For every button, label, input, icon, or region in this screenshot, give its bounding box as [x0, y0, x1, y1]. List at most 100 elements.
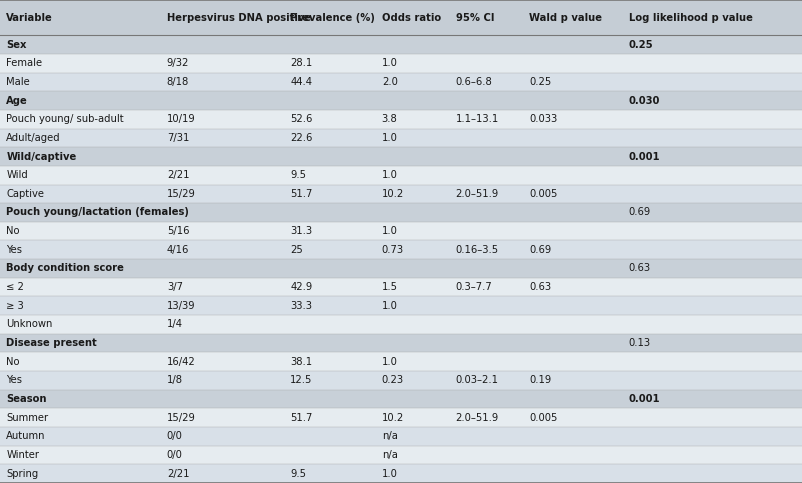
Bar — [0, 128, 802, 147]
Text: 2/21: 2/21 — [167, 469, 189, 479]
Text: 0.6–6.8: 0.6–6.8 — [456, 77, 492, 87]
Text: 1.0: 1.0 — [382, 301, 398, 311]
Bar — [0, 427, 802, 446]
Text: Season: Season — [6, 394, 47, 404]
Text: Spring: Spring — [6, 469, 38, 479]
Bar — [0, 278, 802, 297]
Bar — [0, 297, 802, 315]
Text: 16/42: 16/42 — [167, 357, 196, 367]
Bar — [0, 166, 802, 185]
Text: Pouch young/lactation (females): Pouch young/lactation (females) — [6, 208, 189, 217]
Text: 22.6: 22.6 — [290, 133, 313, 143]
Bar — [0, 446, 802, 464]
Text: 42.9: 42.9 — [290, 282, 313, 292]
Text: 0.005: 0.005 — [529, 412, 557, 423]
Text: Pouch young/ sub-adult: Pouch young/ sub-adult — [6, 114, 124, 124]
Text: 9/32: 9/32 — [167, 58, 189, 68]
Text: Disease present: Disease present — [6, 338, 97, 348]
Text: 0.23: 0.23 — [382, 375, 404, 385]
Text: Wild/captive: Wild/captive — [6, 152, 77, 161]
Bar — [0, 222, 802, 241]
Bar — [0, 35, 802, 54]
Text: 1.0: 1.0 — [382, 357, 398, 367]
Text: 2.0–51.9: 2.0–51.9 — [456, 412, 499, 423]
Text: 38.1: 38.1 — [290, 357, 313, 367]
Text: Winter: Winter — [6, 450, 39, 460]
Text: 0.030: 0.030 — [629, 96, 660, 106]
Text: 8/18: 8/18 — [167, 77, 189, 87]
Bar — [0, 371, 802, 390]
Text: 0.001: 0.001 — [629, 394, 660, 404]
Text: ≥ 3: ≥ 3 — [6, 301, 24, 311]
Text: 1.0: 1.0 — [382, 469, 398, 479]
Text: 0.25: 0.25 — [629, 40, 654, 50]
Bar — [0, 54, 802, 72]
Text: 0.63: 0.63 — [529, 282, 552, 292]
Text: 2/21: 2/21 — [167, 170, 189, 180]
Text: 1/4: 1/4 — [167, 319, 183, 329]
Text: n/a: n/a — [382, 431, 398, 441]
Text: 1.5: 1.5 — [382, 282, 398, 292]
Text: Wild: Wild — [6, 170, 28, 180]
Text: 0/0: 0/0 — [167, 431, 183, 441]
Bar — [0, 334, 802, 353]
Text: 0.69: 0.69 — [529, 245, 552, 255]
Text: Wald p value: Wald p value — [529, 13, 602, 23]
Text: 51.7: 51.7 — [290, 189, 313, 199]
Text: 0.73: 0.73 — [382, 245, 404, 255]
Bar — [0, 315, 802, 334]
Text: 33.3: 33.3 — [290, 301, 312, 311]
Text: 10.2: 10.2 — [382, 189, 404, 199]
Bar — [0, 185, 802, 203]
Text: Odds ratio: Odds ratio — [382, 13, 441, 23]
Text: 0.16–3.5: 0.16–3.5 — [456, 245, 499, 255]
Bar — [0, 0, 802, 35]
Text: 52.6: 52.6 — [290, 114, 313, 124]
Text: 0.13: 0.13 — [629, 338, 651, 348]
Bar — [0, 203, 802, 222]
Bar — [0, 390, 802, 408]
Text: 4/16: 4/16 — [167, 245, 189, 255]
Text: 1.0: 1.0 — [382, 170, 398, 180]
Text: Log likelihood p value: Log likelihood p value — [629, 13, 752, 23]
Text: Prevalence (%): Prevalence (%) — [290, 13, 375, 23]
Text: 44.4: 44.4 — [290, 77, 312, 87]
Text: Body condition score: Body condition score — [6, 263, 124, 273]
Text: Sex: Sex — [6, 40, 27, 50]
Text: Male: Male — [6, 77, 30, 87]
Text: 28.1: 28.1 — [290, 58, 313, 68]
Text: Yes: Yes — [6, 375, 22, 385]
Text: 2.0: 2.0 — [382, 77, 398, 87]
Bar — [0, 91, 802, 110]
Text: 1.0: 1.0 — [382, 226, 398, 236]
Text: No: No — [6, 357, 20, 367]
Text: 31.3: 31.3 — [290, 226, 313, 236]
Bar — [0, 72, 802, 91]
Text: 0.69: 0.69 — [629, 208, 651, 217]
Text: No: No — [6, 226, 20, 236]
Text: 5/16: 5/16 — [167, 226, 189, 236]
Text: Variable: Variable — [6, 13, 53, 23]
Bar — [0, 464, 802, 483]
Text: 0.03–2.1: 0.03–2.1 — [456, 375, 499, 385]
Text: 1.1–13.1: 1.1–13.1 — [456, 114, 499, 124]
Bar — [0, 408, 802, 427]
Text: 51.7: 51.7 — [290, 412, 313, 423]
Text: 0.005: 0.005 — [529, 189, 557, 199]
Text: Unknown: Unknown — [6, 319, 53, 329]
Bar — [0, 353, 802, 371]
Text: 0.25: 0.25 — [529, 77, 552, 87]
Text: 0.3–7.7: 0.3–7.7 — [456, 282, 492, 292]
Bar — [0, 110, 802, 128]
Text: n/a: n/a — [382, 450, 398, 460]
Text: Yes: Yes — [6, 245, 22, 255]
Text: 2.0–51.9: 2.0–51.9 — [456, 189, 499, 199]
Text: 0.001: 0.001 — [629, 152, 660, 161]
Text: 10.2: 10.2 — [382, 412, 404, 423]
Text: 3.8: 3.8 — [382, 114, 398, 124]
Text: 25: 25 — [290, 245, 303, 255]
Bar — [0, 147, 802, 166]
Text: 9.5: 9.5 — [290, 469, 306, 479]
Text: 1.0: 1.0 — [382, 58, 398, 68]
Text: 9.5: 9.5 — [290, 170, 306, 180]
